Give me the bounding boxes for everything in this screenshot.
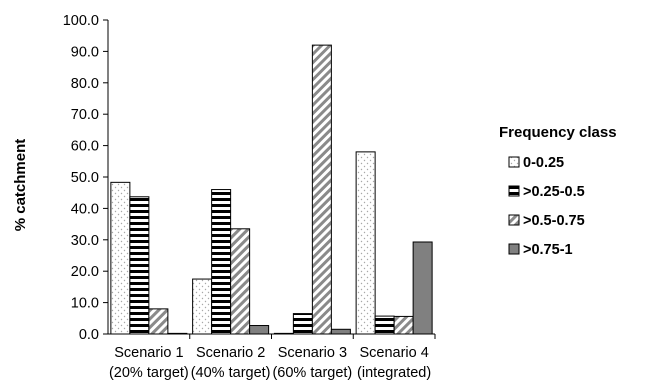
x-category-label: Scenario 3 [278,345,347,361]
bar [292,313,313,335]
legend-items: 0-0.25 >0.25-0.5 >0.5-0.75 >0.75-1 [508,155,585,258]
bar [192,278,213,335]
y-tick-label: 20.0 [71,264,99,280]
bar [374,315,395,335]
y-tick-label: 30.0 [71,233,99,249]
x-category-label: (40% target) [191,365,271,381]
legend-title: Frequency class [499,124,617,141]
y-axis-label: % catchment [12,139,29,232]
y-axis-ticks: 0.0 10.0 20.0 30.0 40.0 50.0 60.0 70.0 80.0 90.0 1… [63,13,108,343]
bar [249,325,270,335]
bar [311,44,332,335]
bar [330,328,351,335]
bar [129,196,150,335]
bar [148,308,169,335]
x-category-label: Scenario 2 [196,345,265,361]
legend-label: >0.5-0.75 [523,213,585,229]
bars-group [110,44,433,335]
x-category-label: (60% target) [272,365,352,381]
y-tick-label: 10.0 [71,296,99,312]
y-tick-label: 50.0 [71,170,99,186]
legend-swatch [508,156,520,168]
x-category-label: Scenario 1 [114,345,183,361]
bar [230,228,251,335]
y-tick-label: 0.0 [79,327,99,343]
bar [355,151,376,335]
y-tick-label: 90.0 [71,44,99,60]
legend-swatch [508,243,520,255]
legend: Frequency class 0-0.25 >0.25-0.5 >0.5-0.75… [499,124,617,258]
bar [393,315,414,335]
x-category-label: (integrated) [357,365,431,381]
legend-label: >0.75-1 [523,242,573,258]
legend-swatch [508,185,520,197]
x-category-label: (20% target) [109,365,189,381]
y-tick-label: 70.0 [71,107,99,123]
legend-label: >0.25-0.5 [523,184,585,200]
bar [211,189,232,335]
legend-label: 0-0.25 [523,155,564,171]
y-tick-label: 40.0 [71,201,99,217]
y-tick-label: 80.0 [71,76,99,92]
bar [412,241,433,335]
legend-swatch [508,214,520,226]
y-tick-label: 100.0 [63,13,99,29]
x-axis-categories: Scenario 1 (20% target) Scenario 2 (40% tar… [109,334,436,381]
x-category-label: Scenario 4 [359,345,428,361]
bar [110,181,131,335]
y-tick-label: 60.0 [71,139,99,155]
